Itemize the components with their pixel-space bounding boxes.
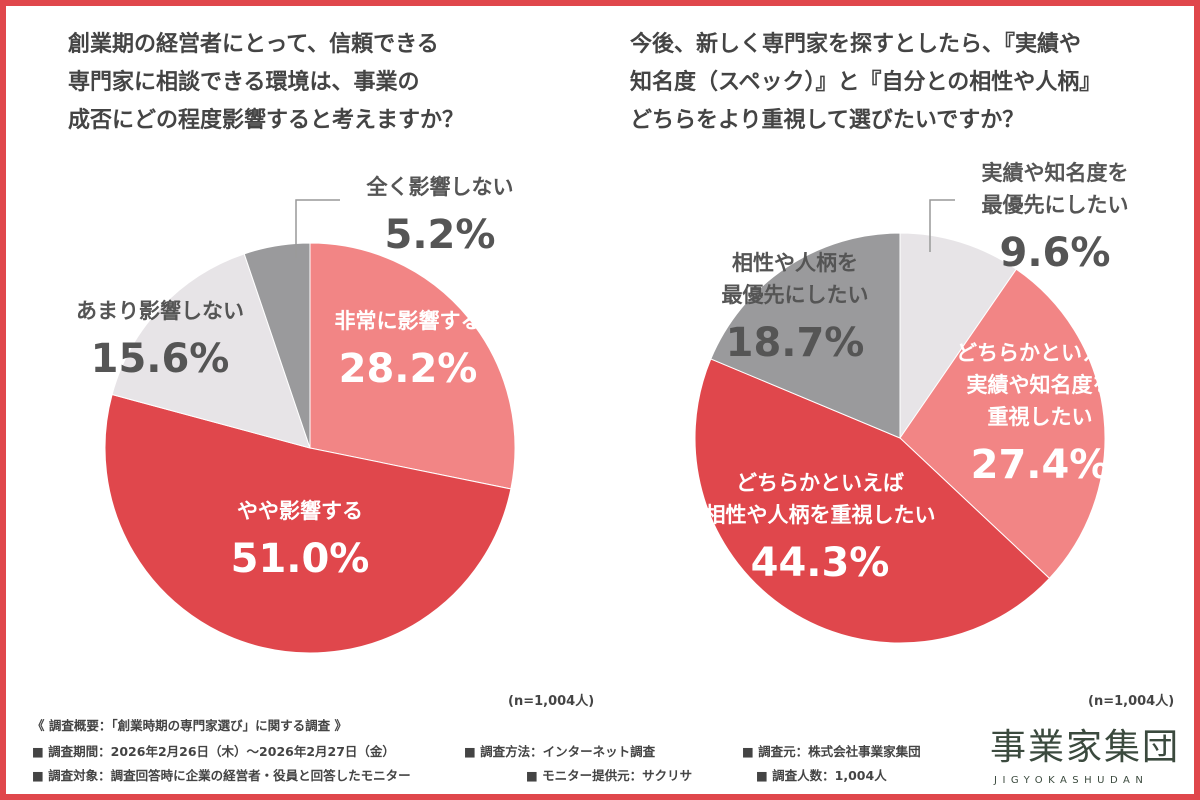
right-question: 今後、新しく専門家を探すとしたら、『実績や 知名度（スペック）』と『自分との相性… — [630, 32, 1102, 133]
slice-value-label: 15.6% — [91, 336, 230, 382]
slice-label: 最優先にしたい — [722, 283, 869, 307]
pie-slice — [899, 268, 1106, 580]
slice-label: どちらかといえば — [736, 471, 904, 495]
pie-slice — [710, 232, 901, 439]
survey-count: ■ 調査人数：1,004人 — [756, 768, 887, 783]
slice-label: どちらかといえば — [956, 341, 1124, 365]
slice-value-label: 44.3% — [751, 540, 890, 586]
survey-summary: 《 調査概要：「創業時期の専門家選び」に関する調査 》 — [32, 718, 347, 733]
slice-value-label: 28.2% — [339, 346, 478, 392]
survey-target: ■ 調査対象：調査回答時に企業の経営者・役員と回答したモニター — [32, 768, 411, 783]
monitor-provider: ■ モニター提供元：サクリサ — [526, 768, 693, 783]
slice-label: 実績や知名度を — [982, 161, 1129, 185]
left-sample-note: (n=1,004人) — [508, 694, 595, 709]
left-question: 創業期の経営者にとって、信頼できる 専門家に相談できる環境は、事業の 成否にどの… — [68, 32, 465, 133]
survey-source: ■ 調査元：株式会社事業家集団 — [742, 744, 921, 759]
slice-label: 全く影響しない — [366, 175, 514, 199]
slice-value-label: 18.7% — [726, 320, 865, 366]
slice-label: 重視したい — [988, 405, 1093, 429]
pie-slice — [309, 242, 516, 490]
leader-line — [929, 199, 955, 252]
pie-slice — [243, 242, 311, 449]
slice-label: 非常に影響する — [335, 309, 482, 333]
leader-line — [295, 199, 340, 258]
slice-value-label: 27.4% — [971, 442, 1110, 488]
survey-period: ■ 調査期間：2026年2月26日（木）～2026年2月27日（金） — [32, 744, 395, 759]
company-logo-sub: JIGYOKASHUDAN — [994, 775, 1149, 786]
pie-slice — [104, 393, 512, 654]
slice-value-label: 5.2% — [385, 212, 496, 258]
survey-method: ■ 調査方法：インターネット調査 — [464, 744, 656, 759]
slice-label: あまり影響しない — [76, 299, 244, 323]
slice-label: 実績や知名度を — [967, 373, 1114, 397]
pie-slice — [694, 358, 1051, 644]
slice-label: やや影響する — [237, 499, 363, 523]
slice-value-label: 51.0% — [231, 536, 370, 582]
slice-label: 相性や人柄を — [732, 251, 858, 275]
right-sample-note: (n=1,004人) — [1088, 694, 1175, 709]
company-logo: 事業家集団 — [990, 727, 1181, 768]
slice-label: 相性や人柄を重視したい — [705, 503, 936, 527]
slice-label: 最優先にしたい — [982, 193, 1129, 217]
slice-value-label: 9.6% — [1000, 230, 1111, 276]
pie-slice — [899, 232, 1017, 440]
